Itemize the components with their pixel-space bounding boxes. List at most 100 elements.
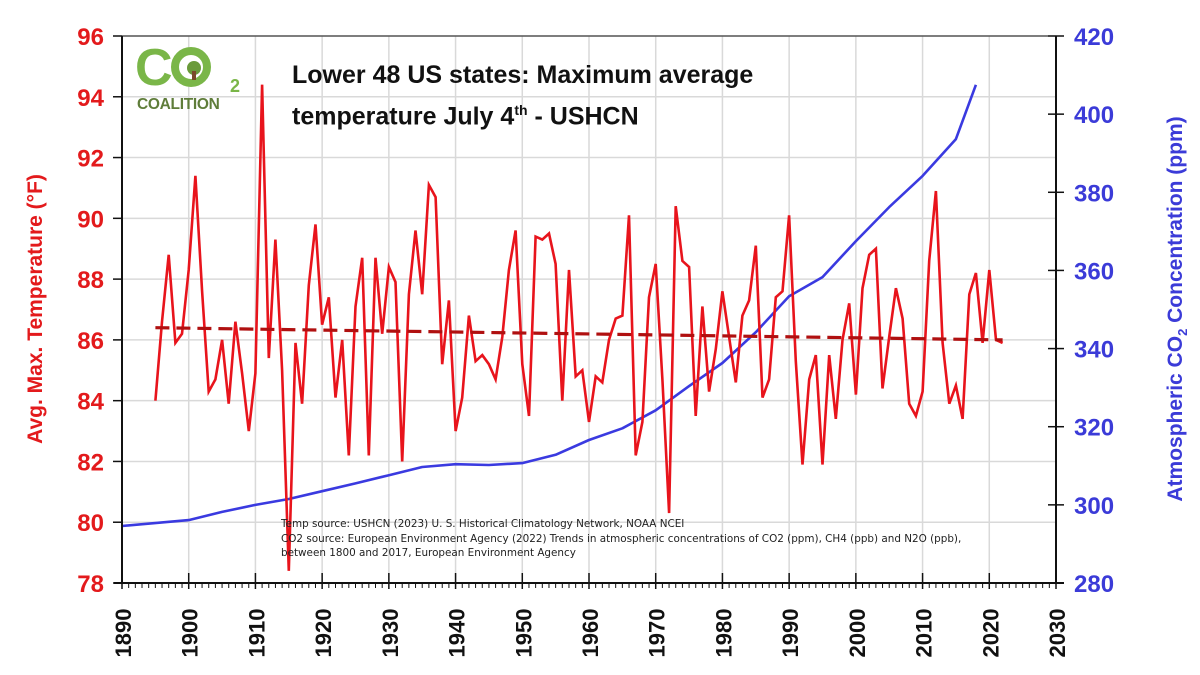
co2-point [354, 482, 356, 484]
source-line-co2-cont: between 1800 and 2017, European Environm… [281, 547, 576, 559]
y-left-tick-label: 78 [77, 571, 104, 598]
temperature-point [635, 454, 637, 456]
temperature-point [621, 314, 623, 316]
co2-point [388, 474, 390, 476]
x-tick-label: 2030 [1045, 609, 1070, 658]
chart-title: Lower 48 US states: Maximum average temp… [292, 58, 753, 134]
temperature-point [254, 372, 256, 374]
y-right-label-subscript: 2 [1175, 328, 1191, 336]
tree-icon [170, 47, 211, 88]
co2-point [655, 409, 657, 411]
temperature-point [761, 396, 763, 398]
y-right-tick-label: 320 [1074, 415, 1114, 442]
y-right-label-text: Atmospheric CO [1163, 335, 1187, 502]
temperature-point [875, 248, 877, 250]
x-tick-label: 1890 [111, 609, 136, 658]
x-tick-label: 1910 [244, 609, 269, 658]
co2-point [888, 206, 890, 208]
y-left-tick-label: 94 [77, 85, 104, 112]
temperature-point [688, 266, 690, 268]
temperature-point [414, 229, 416, 231]
temperature-point [301, 403, 303, 405]
temperature-point [781, 290, 783, 292]
temperature-point [168, 254, 170, 256]
x-tick-label: 2020 [978, 609, 1003, 658]
co2-point [721, 362, 723, 364]
temperature-line [154, 84, 1004, 571]
logo-co-mark: C [135, 40, 211, 96]
co2-point [688, 385, 690, 387]
temperature-point [1001, 342, 1003, 344]
temperature-point [595, 375, 597, 377]
temperature-point [474, 360, 476, 362]
temperature-point [668, 512, 670, 514]
temperature-point [341, 339, 343, 341]
temperature-point [481, 354, 483, 356]
co2-series [121, 84, 978, 528]
temperature-point [708, 390, 710, 392]
y-left-tick-label: 82 [77, 449, 104, 476]
y-left-tick-label: 92 [77, 146, 104, 173]
co2-point [821, 276, 823, 278]
co2-point [421, 466, 423, 468]
temperature-point [901, 317, 903, 319]
temperature-point [528, 415, 530, 417]
x-tick-label: 1950 [511, 609, 536, 658]
title-superscript: th [514, 102, 528, 118]
temperature-point [261, 83, 263, 85]
temperature-point [941, 342, 943, 344]
temperature-point [615, 317, 617, 319]
chart-title-line1: Lower 48 US states: Maximum average [292, 61, 754, 89]
x-tick-label: 2000 [845, 609, 870, 658]
temperature-point [648, 296, 650, 298]
temperature-series [154, 83, 1004, 571]
temperature-point [888, 336, 890, 338]
temperature-point [721, 290, 723, 292]
temperature-point [561, 400, 563, 402]
chart-title-line2: temperature July 4th - USHCN [292, 93, 753, 134]
temperature-point [201, 290, 203, 292]
temperature-point [581, 369, 583, 371]
temperature-point [841, 339, 843, 341]
source-line-co2: CO2 source: European Environment Agency … [281, 532, 962, 545]
temperature-point [514, 229, 516, 231]
x-tick-label: 2010 [912, 609, 937, 658]
x-tick-label: 1990 [778, 609, 803, 658]
temperature-point [508, 269, 510, 271]
co2-point [955, 138, 957, 140]
temperature-point [808, 378, 810, 380]
co2-point [855, 240, 857, 242]
temperature-point [161, 321, 163, 323]
temperature-point [388, 266, 390, 268]
temperature-point [348, 454, 350, 456]
temperature-point [675, 205, 677, 207]
temperature-point [194, 175, 196, 177]
temperature-point [188, 269, 190, 271]
temperature-point [428, 184, 430, 186]
temperature-point [368, 454, 370, 456]
temperature-point [815, 354, 817, 356]
temperature-point [214, 378, 216, 380]
y-right-tick-labels: 280 300 320 340 360 380 400 420 [1074, 24, 1114, 598]
temperature-point [354, 305, 356, 307]
x-tick-label: 1970 [645, 609, 670, 658]
y-left-tick-label: 80 [77, 510, 104, 537]
temperature-point [701, 305, 703, 307]
y-left-tick-label: 84 [77, 389, 104, 416]
co2-point [321, 490, 323, 492]
temperature-point [361, 257, 363, 259]
co2-point [921, 175, 923, 177]
y-right-tick-label: 380 [1074, 180, 1114, 207]
x-tick-label: 1900 [178, 609, 203, 658]
source-line-temp: Temp source: USHCN (2023) U. S. Historic… [281, 518, 685, 530]
y-right-tick-label: 360 [1074, 258, 1114, 285]
temperature-point [601, 381, 603, 383]
temperature-point [768, 378, 770, 380]
temperature-point [568, 269, 570, 271]
temperature-point [928, 260, 930, 262]
temperature-point [908, 403, 910, 405]
co2-point [454, 463, 456, 465]
y-right-tick-label: 420 [1074, 24, 1114, 51]
temperature-point [554, 263, 556, 265]
co2-point [221, 511, 223, 513]
